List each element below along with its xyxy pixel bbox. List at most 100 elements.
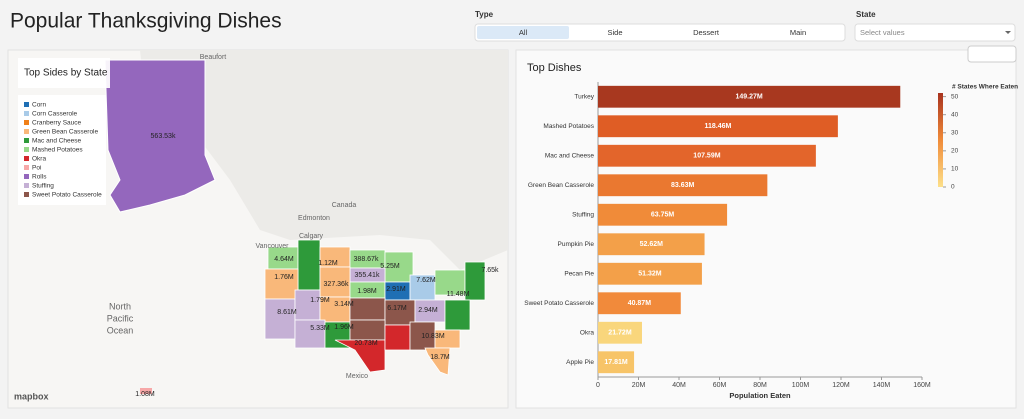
bar (598, 115, 838, 138)
panel-toolbar[interactable] (967, 45, 1017, 63)
state-label: 5.33M (310, 325, 330, 332)
value-label: 107.59M (693, 153, 720, 160)
colorbar-tick-label: 30 (951, 129, 959, 136)
filter-label: State (856, 10, 876, 19)
y-tick-label: Pecan Pie (564, 270, 594, 277)
state-label: 7.65k (481, 267, 499, 274)
land (140, 50, 508, 270)
legend-label: Cranberry Sauce (32, 120, 82, 127)
y-tick-label: Apple Pie (566, 359, 594, 366)
map-legend-box (18, 95, 106, 205)
colorbar-tick-label: 20 (951, 148, 959, 155)
state-label: 4.64M (274, 256, 294, 263)
chart-title: Top Dishes (527, 62, 582, 74)
state-label: 3.14M (334, 301, 354, 308)
x-tick-label: 60M (713, 382, 727, 389)
legend-label: Mashed Potatoes (32, 147, 83, 154)
type-option[interactable]: All (519, 28, 528, 37)
x-tick-label: 100M (792, 382, 810, 389)
state-label: 18.7M (430, 354, 450, 361)
filter-label: Type (475, 10, 494, 19)
legend-label: Sweet Potato Casserole (32, 192, 102, 199)
state-label: 11.48M (447, 291, 470, 298)
state-label: 20.73M (354, 340, 378, 347)
place-label: Canada (332, 202, 357, 209)
state-label: 1.76M (274, 274, 294, 281)
x-tick-label: 20M (632, 382, 646, 389)
bar (598, 321, 642, 344)
place-label: Edmonton (298, 215, 330, 222)
type-option[interactable]: Main (790, 28, 806, 37)
map-title-box (18, 58, 110, 88)
y-tick-label: Sweet Potato Casserole (524, 300, 594, 307)
state-label: 1.96M (334, 324, 354, 331)
type-option[interactable]: Dessert (693, 28, 720, 37)
value-label: 52.62M (640, 241, 664, 248)
place-label: North (109, 301, 131, 311)
y-tick-label: Mac and Cheese (545, 152, 595, 159)
hawaii (140, 388, 152, 394)
legend-label: Okra (32, 156, 46, 163)
legend-label: Rolls (32, 174, 47, 181)
y-tick-label: Turkey (574, 93, 594, 100)
place-label: Calgary (299, 233, 324, 240)
x-tick-label: 0 (596, 382, 600, 389)
value-label: 118.46M (705, 123, 732, 130)
y-tick-label: Green Bean Casserole (528, 182, 595, 189)
legend-swatch (24, 120, 29, 125)
legend-label: Corn Casserole (32, 111, 78, 118)
x-axis-title: Population Eaten (729, 391, 791, 400)
legend-swatch (24, 192, 29, 197)
y-tick-label: Okra (580, 329, 594, 336)
place-label: Beaufort (200, 54, 227, 61)
us-states (264, 239, 486, 376)
place-label: Pacific (107, 313, 134, 323)
state-dropdown[interactable] (854, 23, 1016, 42)
x-tick-label: 80M (753, 382, 767, 389)
bar (598, 351, 635, 374)
legend-swatch (24, 111, 29, 116)
legend-label: Corn (32, 102, 46, 109)
legend-swatch (24, 183, 29, 188)
legend-label: Poi (32, 165, 41, 172)
legend-swatch (24, 129, 29, 134)
value-label: 40.87M (628, 300, 652, 307)
state-label: 1.79M (310, 297, 330, 304)
legend-label: Mac and Cheese (32, 138, 82, 145)
bar (598, 233, 705, 256)
state-label: 563.53k (151, 133, 176, 140)
x-tick-label: 120M (832, 382, 850, 389)
dropdown-placeholder: Select values (860, 28, 905, 37)
legend-swatch (24, 102, 29, 107)
state-label: 2.94M (418, 307, 438, 314)
bar (598, 144, 816, 167)
state-label: 5.25M (380, 263, 400, 270)
state-label: 10.83M (421, 333, 445, 340)
value-label: 83.63M (671, 182, 695, 189)
x-tick-label: 40M (672, 382, 686, 389)
y-tick-label: Stuffing (572, 211, 594, 218)
alaska (104, 59, 216, 213)
legend-swatch (24, 147, 29, 152)
legend-swatch (24, 174, 29, 179)
x-tick-label: 160M (913, 382, 931, 389)
state-label: 1.08M (135, 391, 155, 398)
value-label: 21.72M (608, 330, 632, 337)
bar (598, 262, 702, 285)
bar (598, 174, 768, 197)
y-tick-label: Pumpkin Pie (558, 241, 595, 248)
colorbar-title: # States Where Eaten (952, 84, 1018, 91)
value-label: 149.27M (736, 94, 763, 101)
dropdown-caret (1005, 31, 1011, 34)
type-option[interactable]: Side (607, 28, 622, 37)
colorbar-tick-label: 10 (951, 166, 959, 173)
state-label: 6.17M (387, 305, 407, 312)
legend-swatch (24, 165, 29, 170)
selected-option (477, 26, 569, 39)
map-title: Top Sides by State (24, 68, 108, 79)
legend-label: Stuffing (32, 183, 54, 190)
state-label: 7.62M (416, 277, 436, 284)
state-label: 2.91M (386, 286, 406, 293)
